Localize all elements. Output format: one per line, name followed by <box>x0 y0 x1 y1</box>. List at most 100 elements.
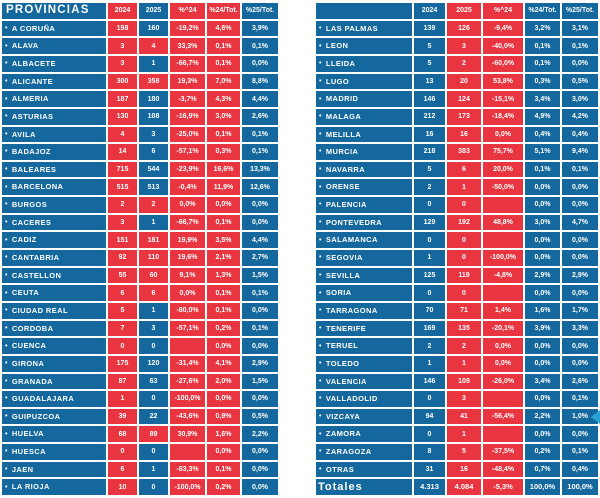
province-name-cell[interactable]: • MALAGA <box>316 108 412 125</box>
cell-pct-change[interactable] <box>483 391 523 407</box>
totals-share-2025[interactable]: 100,0% <box>562 479 598 495</box>
cell-pct-change[interactable] <box>170 444 205 460</box>
cell-2024[interactable]: 3 <box>108 55 137 72</box>
cell-pct-change[interactable]: -83,3% <box>170 461 205 478</box>
cell-share-2024[interactable]: 4,9% <box>525 108 560 125</box>
cell-share-2025[interactable]: 0,1% <box>562 444 598 460</box>
cell-share-2025[interactable]: 8,8% <box>242 73 278 90</box>
cell-2024[interactable]: 212 <box>414 108 445 125</box>
cell-2024[interactable]: 187 <box>108 91 137 107</box>
cell-share-2024[interactable]: 2,2% <box>525 408 560 425</box>
column-header-2024[interactable]: 2024 <box>414 3 445 19</box>
province-name-cell[interactable]: • ALICANTE <box>2 73 106 90</box>
cell-2024[interactable]: 715 <box>108 161 137 178</box>
column-header-2025[interactable]: 2025 <box>139 3 168 19</box>
province-name-cell[interactable]: • TARRAGONA <box>316 302 412 319</box>
cell-pct-change[interactable] <box>483 232 523 248</box>
province-name-cell[interactable]: • MURCIA <box>316 144 412 160</box>
cell-2024[interactable]: 39 <box>108 408 137 425</box>
cell-2024[interactable]: 0 <box>414 391 445 407</box>
cell-2024[interactable]: 0 <box>414 285 445 301</box>
cell-pct-change[interactable]: -26,0% <box>483 373 523 390</box>
cell-pct-change[interactable]: -80,0% <box>170 302 205 319</box>
cell-share-2025[interactable]: 13,3% <box>242 161 278 178</box>
cell-share-2024[interactable]: 0,2% <box>207 320 240 337</box>
cell-share-2025[interactable]: 9,4% <box>562 144 598 160</box>
cell-2025[interactable]: 89 <box>139 426 168 443</box>
cell-share-2024[interactable]: 11,9% <box>207 179 240 196</box>
cell-pct-change[interactable]: 75,7% <box>483 144 523 160</box>
cell-pct-change[interactable]: -60,0% <box>483 55 523 72</box>
cell-2025[interactable]: 1 <box>139 55 168 72</box>
province-name-cell[interactable]: • NAVARRA <box>316 161 412 178</box>
cell-pct-change[interactable] <box>483 197 523 213</box>
cell-2025[interactable]: 5 <box>447 444 481 460</box>
cell-share-2025[interactable]: 0,0% <box>242 479 278 495</box>
cell-pct-change[interactable]: -20,1% <box>483 320 523 337</box>
cell-pct-change[interactable]: -100,0% <box>170 479 205 495</box>
cell-share-2025[interactable]: 0,0% <box>242 214 278 231</box>
cell-share-2024[interactable]: 7,0% <box>207 73 240 90</box>
cell-pct-change[interactable]: -25,0% <box>170 126 205 143</box>
cell-share-2025[interactable]: 2,9% <box>562 267 598 284</box>
cell-2024[interactable]: 3 <box>108 214 137 231</box>
cell-share-2024[interactable]: 3,0% <box>207 108 240 125</box>
cell-2025[interactable]: 3 <box>447 391 481 407</box>
cell-pct-change[interactable]: -31,4% <box>170 355 205 372</box>
cell-share-2025[interactable]: 3,3% <box>562 320 598 337</box>
cell-share-2025[interactable]: 0,0% <box>562 426 598 443</box>
cell-share-2024[interactable]: 0,1% <box>207 285 240 301</box>
cell-share-2025[interactable]: 2,2% <box>242 426 278 443</box>
totals-2025[interactable]: 4.084 <box>447 479 481 495</box>
cell-2024[interactable]: 0 <box>414 232 445 248</box>
province-name-cell[interactable]: • CANTABRIA <box>2 250 106 266</box>
cell-share-2024[interactable]: 0,0% <box>525 355 560 372</box>
cell-2024[interactable]: 0 <box>414 197 445 213</box>
cell-2024[interactable]: 151 <box>108 232 137 248</box>
province-name-cell[interactable]: • GRANADA <box>2 373 106 390</box>
cell-2024[interactable]: 130 <box>108 108 137 125</box>
cell-pct-change[interactable]: 19,6% <box>170 250 205 266</box>
cell-2025[interactable]: 1 <box>139 461 168 478</box>
cell-2025[interactable]: 3 <box>139 320 168 337</box>
cell-share-2025[interactable]: 0,0% <box>242 444 278 460</box>
cell-pct-change[interactable]: 33,3% <box>170 38 205 54</box>
cell-2025[interactable]: 160 <box>139 20 168 37</box>
province-name-cell[interactable]: • HUELVA <box>2 426 106 443</box>
cell-pct-change[interactable]: -19,2% <box>170 20 205 37</box>
column-header-share-2025[interactable]: %25/Tot. <box>242 3 278 19</box>
cell-2025[interactable]: 119 <box>447 267 481 284</box>
cell-share-2024[interactable]: 0,2% <box>525 444 560 460</box>
cell-2025[interactable]: 108 <box>139 108 168 125</box>
province-name-cell[interactable]: • SALAMANCA <box>316 232 412 248</box>
cell-share-2024[interactable]: 1,6% <box>207 426 240 443</box>
cell-2024[interactable]: 175 <box>108 355 137 372</box>
cell-2025[interactable]: 41 <box>447 408 481 425</box>
province-name-cell[interactable]: • SEGOVIA <box>316 250 412 266</box>
province-name-cell[interactable]: • CIUDAD REAL <box>2 302 106 319</box>
column-header-2025[interactable]: 2025 <box>447 3 481 19</box>
cell-pct-change[interactable]: 0,0% <box>170 197 205 213</box>
province-name-cell[interactable]: • ZAMORA <box>316 426 412 443</box>
cell-share-2024[interactable]: 0,3% <box>207 144 240 160</box>
province-name-cell[interactable]: • BADAJOZ <box>2 144 106 160</box>
cell-pct-change[interactable]: 53,8% <box>483 73 523 90</box>
cell-2024[interactable]: 2 <box>414 338 445 354</box>
province-name-cell[interactable]: • ORENSE <box>316 179 412 196</box>
cell-2025[interactable]: 2 <box>447 55 481 72</box>
province-name-cell[interactable]: • LAS PALMAS <box>316 20 412 37</box>
column-header-share-2024[interactable]: %24/Tot. <box>207 3 240 19</box>
cell-share-2025[interactable]: 0,1% <box>562 391 598 407</box>
cell-share-2024[interactable]: 2,9% <box>525 267 560 284</box>
cell-2024[interactable]: 218 <box>414 144 445 160</box>
province-name-cell[interactable]: • BURGOS <box>2 197 106 213</box>
cell-pct-change[interactable]: 48,8% <box>483 214 523 231</box>
cell-2025[interactable]: 4 <box>139 38 168 54</box>
cell-share-2024[interactable]: 0,0% <box>525 391 560 407</box>
province-name-cell[interactable]: • A CORUÑA <box>2 20 106 37</box>
cell-2025[interactable]: 1 <box>447 355 481 372</box>
column-header-pct-change[interactable]: %^24 <box>483 3 523 19</box>
cell-share-2024[interactable]: 0,2% <box>207 479 240 495</box>
cell-share-2024[interactable]: 0,0% <box>525 197 560 213</box>
cell-share-2025[interactable]: 0,0% <box>242 55 278 72</box>
